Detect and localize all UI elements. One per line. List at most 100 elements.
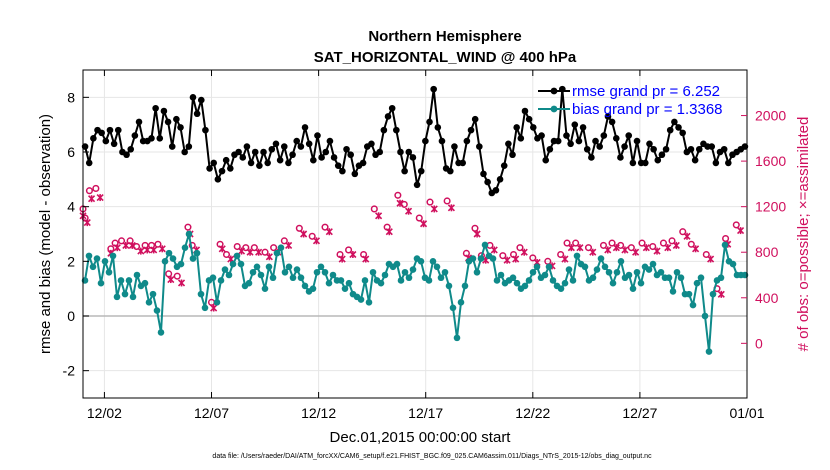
y2-tick-label: 400 xyxy=(755,290,779,306)
obs-possible-point xyxy=(572,239,580,247)
rmse-point xyxy=(310,156,317,164)
rmse-point xyxy=(671,118,678,126)
rmse-point xyxy=(617,154,624,161)
obs-possible-point xyxy=(184,223,192,231)
bias-point xyxy=(201,304,209,312)
rmse-point xyxy=(567,140,574,148)
y-axis-label: rmse and bias (model - observation) xyxy=(37,114,54,354)
rmse-point xyxy=(301,124,309,131)
bias-point xyxy=(657,268,665,276)
bias-point xyxy=(133,271,141,279)
obs-assimilated-point xyxy=(325,228,333,236)
rmse-point xyxy=(185,143,193,150)
rmse-point xyxy=(322,148,330,156)
bias-point xyxy=(97,279,105,287)
bias-point xyxy=(285,263,293,271)
bias-point xyxy=(509,274,517,282)
rmse-point xyxy=(106,126,114,134)
y-tick-label: 6 xyxy=(67,144,75,160)
bias-point xyxy=(445,282,453,290)
rmse-point xyxy=(463,137,471,145)
rmse-point xyxy=(173,115,180,123)
bias-point xyxy=(565,266,573,273)
bias-point xyxy=(225,271,233,279)
bias-point xyxy=(381,271,389,279)
bias-point xyxy=(645,266,653,273)
obs-assimilated-point xyxy=(642,244,650,252)
obs-assimilated-point xyxy=(255,248,263,256)
obs-assimilated-point xyxy=(692,245,700,253)
bias-point xyxy=(693,279,701,287)
rmse-line xyxy=(84,88,746,194)
bias-point xyxy=(109,252,117,260)
obs-possible-point xyxy=(233,242,241,251)
obs-possible-point xyxy=(92,184,100,192)
obs-possible-point xyxy=(394,191,402,199)
legend-bias-label: bias grand pr = 1.3368 xyxy=(572,101,723,118)
bias-point xyxy=(593,266,601,273)
rmse-point xyxy=(662,145,670,153)
rmse-point xyxy=(666,126,674,134)
obs-possible-point xyxy=(668,237,676,245)
bias-point xyxy=(473,268,481,276)
obs-assimilated-point xyxy=(490,246,498,254)
rmse-point xyxy=(496,176,504,183)
obs-assimilated-point xyxy=(385,228,393,236)
bias-point xyxy=(369,268,377,276)
rmse-point xyxy=(426,118,433,126)
obs-assimilated-point xyxy=(349,250,357,259)
obs-possible-point xyxy=(261,248,269,256)
y2-tick-label: 0 xyxy=(755,335,763,351)
x-axis-ticks: 12/02 12/07 12/12 12/17 12/22 12/27 01/01 xyxy=(87,70,765,421)
rmse-point xyxy=(571,121,579,128)
bias-point xyxy=(425,277,433,284)
obs-possible-point xyxy=(321,223,329,231)
rmse-point xyxy=(397,148,404,156)
obs-assimilated-point xyxy=(285,241,293,249)
rmse-point xyxy=(314,132,321,139)
obs-assimilated-point xyxy=(664,244,672,252)
x-axis-label: Dec.01,2015 00:00:00 start xyxy=(330,429,512,446)
y-tick-label: 8 xyxy=(67,89,75,105)
obs-assimilated-point xyxy=(218,245,226,253)
data-file-footer: data file: /Users/raeder/DAI/ATM_forcXX/… xyxy=(212,453,652,460)
x-tick-label: 12/22 xyxy=(515,405,550,421)
bias-point xyxy=(221,266,229,273)
rmse-point xyxy=(401,167,408,175)
rmse-point xyxy=(293,137,301,145)
obs-possible-point xyxy=(250,244,258,252)
obs-assimilated-point xyxy=(375,212,383,220)
obs-possible-point xyxy=(370,205,378,213)
bias-point xyxy=(541,271,549,279)
obs-possible-point xyxy=(649,242,657,251)
rmse-point xyxy=(509,151,516,159)
x-tick-label: 01/01 xyxy=(729,405,764,421)
bias-point xyxy=(701,312,709,320)
obs-possible-point xyxy=(499,252,507,260)
rmse-point xyxy=(168,143,176,150)
rmse-point xyxy=(422,137,429,145)
bias-point xyxy=(157,329,165,336)
obs-possible-point xyxy=(563,239,571,247)
obs-assimilated-point xyxy=(672,241,680,249)
bias-point xyxy=(493,277,501,284)
y-tick-label: 0 xyxy=(67,308,75,324)
obs-assimilated-point xyxy=(447,204,455,212)
bias-point xyxy=(377,279,385,287)
rmse-point xyxy=(467,126,475,134)
bias-point xyxy=(397,277,405,284)
obs-assimilated-point xyxy=(210,304,218,312)
bias-point xyxy=(513,279,521,287)
rmse-point xyxy=(330,154,338,161)
obs-assimilated-point xyxy=(362,255,370,263)
x-tick-label: 12/12 xyxy=(301,405,336,421)
rmse-point xyxy=(500,162,508,169)
bias-point xyxy=(521,282,529,290)
bias-point xyxy=(257,271,265,279)
rmse-point xyxy=(596,143,603,150)
rmse-point xyxy=(177,124,184,131)
bias-point xyxy=(685,290,693,298)
bias-point xyxy=(301,282,309,290)
plot-frame xyxy=(82,69,748,399)
bias-point xyxy=(489,255,497,262)
